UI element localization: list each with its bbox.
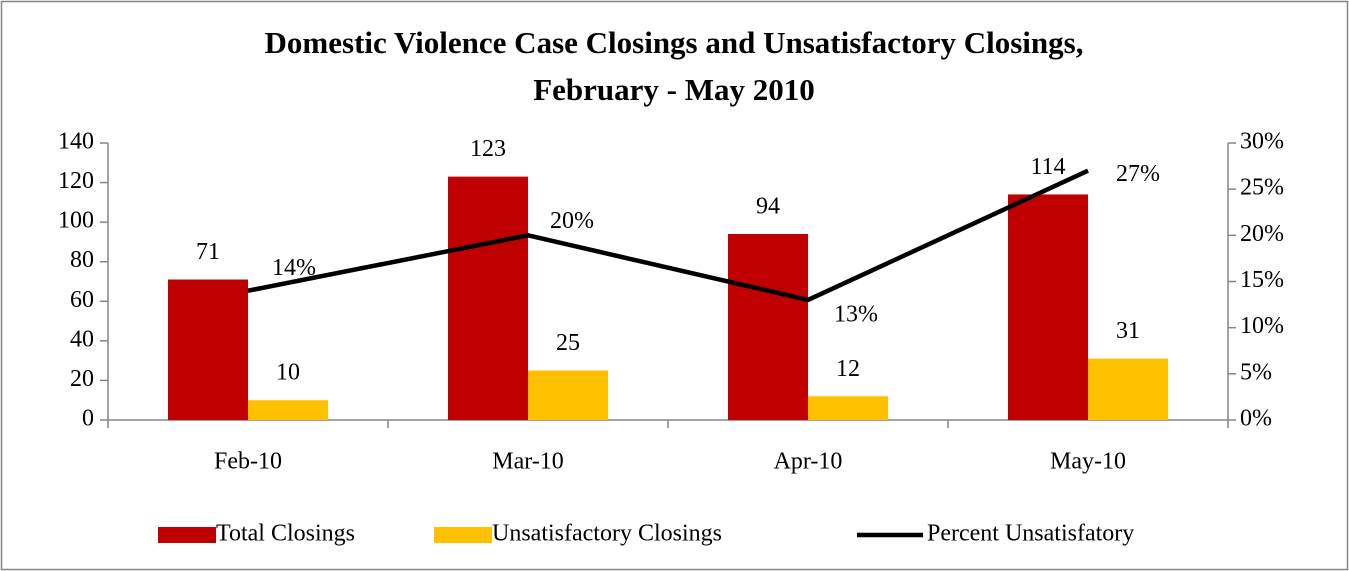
x-tick-label: May-10 xyxy=(1050,449,1126,475)
bar xyxy=(1088,358,1168,420)
data-label: 71 xyxy=(196,239,220,265)
y2-tick-label: 20% xyxy=(1240,221,1284,247)
y-tick-label: 120 xyxy=(58,168,94,194)
data-label: 12 xyxy=(836,356,860,382)
y-tick-label: 40 xyxy=(70,326,94,352)
bar xyxy=(1008,194,1088,420)
chart-title: Domestic Violence Case Closings and Unsa… xyxy=(265,25,1084,60)
line xyxy=(247,168,1089,303)
data-label: 10 xyxy=(276,360,300,386)
y-tick-label: 140 xyxy=(58,129,94,155)
chart-title: February - May 2010 xyxy=(533,72,815,107)
y2-tick-label: 15% xyxy=(1240,267,1284,293)
y2-tick-label: 30% xyxy=(1240,129,1284,155)
y2-tick-label: 25% xyxy=(1240,175,1284,201)
y2-tick-label: 0% xyxy=(1240,406,1272,432)
y-tick-label: 100 xyxy=(58,208,94,234)
bar xyxy=(168,279,248,420)
x-tick-label: Apr-10 xyxy=(774,449,843,475)
legend-label: Percent Unsatisfatory xyxy=(927,521,1134,547)
data-label: 94 xyxy=(756,194,780,220)
y-tick-label: 60 xyxy=(70,287,94,313)
data-label: 20% xyxy=(550,208,594,234)
legend-swatch xyxy=(158,527,216,543)
bar xyxy=(248,400,328,420)
data-label: 27% xyxy=(1116,161,1160,187)
data-label: 13% xyxy=(834,301,878,327)
data-label: 31 xyxy=(1116,318,1140,344)
y-tick-label: 80 xyxy=(70,247,94,273)
data-label: 123 xyxy=(470,136,506,162)
bar xyxy=(808,396,888,420)
bar xyxy=(528,370,608,420)
y2-tick-label: 10% xyxy=(1240,313,1284,339)
bar xyxy=(728,234,808,420)
data-label: 114 xyxy=(1030,154,1065,180)
legend-label: Unsatisfactory Closings xyxy=(492,521,722,547)
y2-tick-label: 5% xyxy=(1240,359,1272,385)
x-tick-label: Mar-10 xyxy=(492,449,564,475)
x-tick-label: Feb-10 xyxy=(214,449,282,475)
data-label: 25 xyxy=(556,330,580,356)
bar xyxy=(448,176,528,420)
legend-label: Total Closings xyxy=(216,521,355,547)
y-tick-label: 0 xyxy=(82,406,94,432)
legend-swatch xyxy=(434,527,492,543)
y-tick-label: 20 xyxy=(70,366,94,392)
